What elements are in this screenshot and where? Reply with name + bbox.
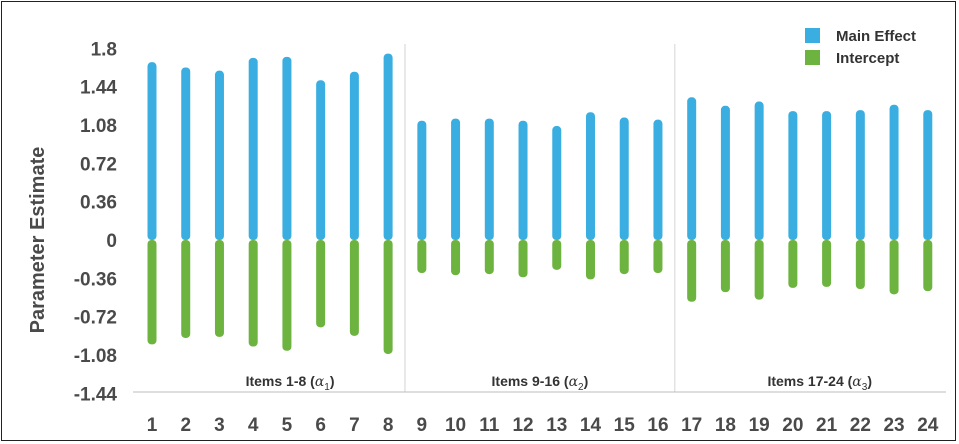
intercept-bar-5 bbox=[282, 240, 292, 351]
group-label-1: Items 1-8 (α1) bbox=[246, 373, 335, 393]
y-tick-label: 1.44 bbox=[80, 78, 117, 99]
intercept-bar-11 bbox=[484, 240, 494, 275]
x-tick-label: 20 bbox=[782, 415, 803, 436]
y-tick-label: 1.08 bbox=[80, 116, 117, 137]
x-tick-label: 17 bbox=[681, 415, 702, 436]
legend-main-effect-label: Main Effect bbox=[836, 28, 916, 45]
main-effect-bar-19 bbox=[754, 101, 764, 240]
intercept-bar-23 bbox=[889, 240, 899, 295]
main-effect-bar-24 bbox=[923, 110, 933, 240]
y-tick-label: -0.72 bbox=[74, 308, 117, 329]
group-separators bbox=[133, 44, 946, 393]
x-tick-label: 2 bbox=[180, 415, 191, 436]
y-tick-label: -0.36 bbox=[74, 269, 117, 290]
intercept-bar-13 bbox=[552, 240, 562, 270]
x-tick-label: 11 bbox=[479, 415, 500, 436]
x-tick-label: 4 bbox=[248, 415, 259, 436]
x-tick-label: 7 bbox=[349, 415, 360, 436]
intercept-bar-22 bbox=[855, 240, 865, 289]
main-effect-bar-12 bbox=[518, 120, 528, 240]
y-tick-label: 0.36 bbox=[80, 193, 117, 214]
x-tick-label: 3 bbox=[214, 415, 225, 436]
x-tick-label: 15 bbox=[614, 415, 636, 436]
main-effect-bar-13 bbox=[552, 126, 562, 240]
x-tick-label: 23 bbox=[883, 415, 904, 436]
intercept-bar-21 bbox=[822, 240, 832, 287]
x-tick-label: 1 bbox=[147, 415, 158, 436]
main-effect-bar-10 bbox=[451, 118, 461, 240]
legend-main-effect-swatch bbox=[805, 28, 820, 43]
intercept-bar-17 bbox=[687, 240, 697, 302]
intercept-bar-8 bbox=[383, 240, 393, 354]
y-tick-label: 1.8 bbox=[91, 39, 117, 60]
intercept-bar-19 bbox=[754, 240, 764, 300]
intercept-bar-9 bbox=[417, 240, 427, 274]
legend-intercept-label: Intercept bbox=[836, 50, 899, 67]
x-tick-labels: 1 2 3 4 5 6 7 8 9 10 11 12 13 14 15 16 17 18 19 20 21 22 23 24 bbox=[147, 415, 939, 436]
x-tick-label: 14 bbox=[580, 415, 602, 436]
intercept-bar-3 bbox=[214, 240, 224, 337]
intercept-bar-16 bbox=[653, 240, 663, 274]
main-effect-bar-5 bbox=[282, 56, 292, 240]
x-tick-label: 9 bbox=[417, 415, 428, 436]
y-tick-label: -1.44 bbox=[74, 384, 118, 405]
x-tick-label: 16 bbox=[647, 415, 668, 436]
intercept-bar-14 bbox=[585, 240, 595, 280]
main-effect-bar-22 bbox=[855, 110, 865, 240]
intercept-bar-10 bbox=[451, 240, 461, 276]
main-effect-bar-9 bbox=[417, 120, 427, 240]
group-labels: Items 1-8 (α1) Items 9-16 (α2) Items 17-24… bbox=[246, 373, 872, 393]
main-effect-bar-17 bbox=[687, 97, 697, 240]
bars bbox=[147, 53, 933, 354]
y-tick-label: -1.08 bbox=[74, 346, 117, 367]
intercept-bar-18 bbox=[720, 240, 730, 293]
main-effect-bar-20 bbox=[788, 111, 798, 240]
x-tick-label: 10 bbox=[445, 415, 466, 436]
x-tick-label: 19 bbox=[749, 415, 770, 436]
x-tick-label: 13 bbox=[546, 415, 567, 436]
main-effect-bar-3 bbox=[214, 70, 224, 240]
intercept-bar-2 bbox=[181, 240, 191, 338]
main-effect-bar-2 bbox=[181, 67, 191, 240]
x-tick-label: 12 bbox=[512, 415, 533, 436]
legend: Main Effect Intercept bbox=[805, 28, 916, 67]
group-label-2: Items 9-16 (α2) bbox=[492, 373, 589, 393]
y-tick-labels: 1.8 1.44 1.08 0.72 0.36 0 -0.36 -0.72 -1.08 -1.44 bbox=[74, 39, 118, 405]
main-effect-bar-18 bbox=[720, 105, 730, 240]
main-effect-bar-8 bbox=[383, 53, 393, 240]
intercept-bar-12 bbox=[518, 240, 528, 278]
x-tick-label: 8 bbox=[383, 415, 394, 436]
intercept-bar-24 bbox=[923, 240, 933, 292]
x-tick-label: 6 bbox=[315, 415, 326, 436]
main-effect-bar-23 bbox=[889, 104, 899, 241]
legend-intercept-swatch bbox=[805, 50, 820, 65]
group-label-3: Items 17-24 (α3) bbox=[767, 373, 872, 393]
main-effect-bar-7 bbox=[349, 71, 359, 240]
main-effect-bar-1 bbox=[147, 62, 157, 240]
y-tick-label: 0.72 bbox=[80, 154, 117, 175]
main-effect-bar-14 bbox=[585, 112, 595, 240]
y-tick-label: 0 bbox=[106, 231, 117, 252]
main-effect-bar-6 bbox=[316, 80, 326, 240]
main-effect-bar-21 bbox=[822, 111, 832, 240]
main-effect-bar-16 bbox=[653, 119, 663, 240]
x-tick-label: 5 bbox=[282, 415, 293, 436]
x-tick-label: 18 bbox=[715, 415, 736, 436]
intercept-bar-4 bbox=[248, 240, 258, 347]
main-effect-bar-15 bbox=[619, 117, 629, 240]
main-effect-bar-4 bbox=[248, 57, 258, 241]
x-tick-label: 24 bbox=[917, 415, 939, 436]
x-tick-label: 21 bbox=[816, 415, 838, 436]
main-effect-bar-11 bbox=[484, 118, 494, 240]
intercept-bar-7 bbox=[349, 240, 359, 336]
intercept-bar-20 bbox=[788, 240, 798, 288]
intercept-bar-15 bbox=[619, 240, 629, 275]
x-tick-label: 22 bbox=[850, 415, 871, 436]
y-axis-label: Parameter Estimate bbox=[27, 147, 49, 334]
intercept-bar-1 bbox=[147, 240, 157, 345]
intercept-bar-6 bbox=[316, 240, 326, 328]
